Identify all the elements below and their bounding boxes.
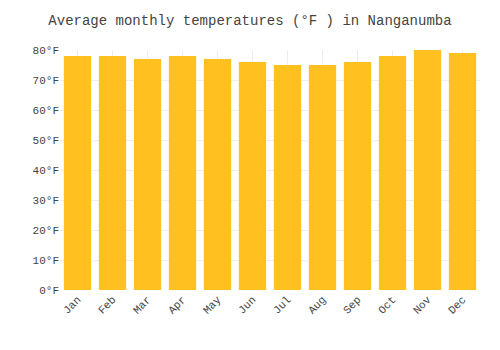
svg-text:60°F: 60°F (33, 105, 59, 117)
svg-text:Jun: Jun (236, 294, 258, 316)
svg-text:70°F: 70°F (33, 75, 59, 87)
svg-text:Nov: Nov (411, 294, 434, 317)
svg-text:Sep: Sep (341, 294, 363, 316)
svg-text:10°F: 10°F (33, 255, 59, 267)
svg-text:Oct: Oct (376, 294, 398, 316)
svg-text:May: May (201, 294, 224, 317)
svg-text:Jan: Jan (61, 294, 83, 316)
svg-text:Aug: Aug (306, 294, 328, 316)
svg-text:20°F: 20°F (33, 225, 59, 237)
svg-text:0°F: 0°F (39, 285, 59, 297)
svg-text:30°F: 30°F (33, 195, 59, 207)
svg-text:Feb: Feb (96, 294, 118, 316)
svg-text:Jul: Jul (271, 294, 293, 316)
svg-text:80°F: 80°F (33, 45, 59, 57)
svg-text:Dec: Dec (446, 294, 468, 316)
svg-text:50°F: 50°F (33, 135, 59, 147)
svg-text:Average monthly temperatures (: Average monthly temperatures (°F ) in Na… (48, 13, 451, 29)
svg-text:40°F: 40°F (33, 165, 59, 177)
svg-text:Apr: Apr (166, 294, 188, 316)
svg-text:Mar: Mar (131, 294, 153, 316)
